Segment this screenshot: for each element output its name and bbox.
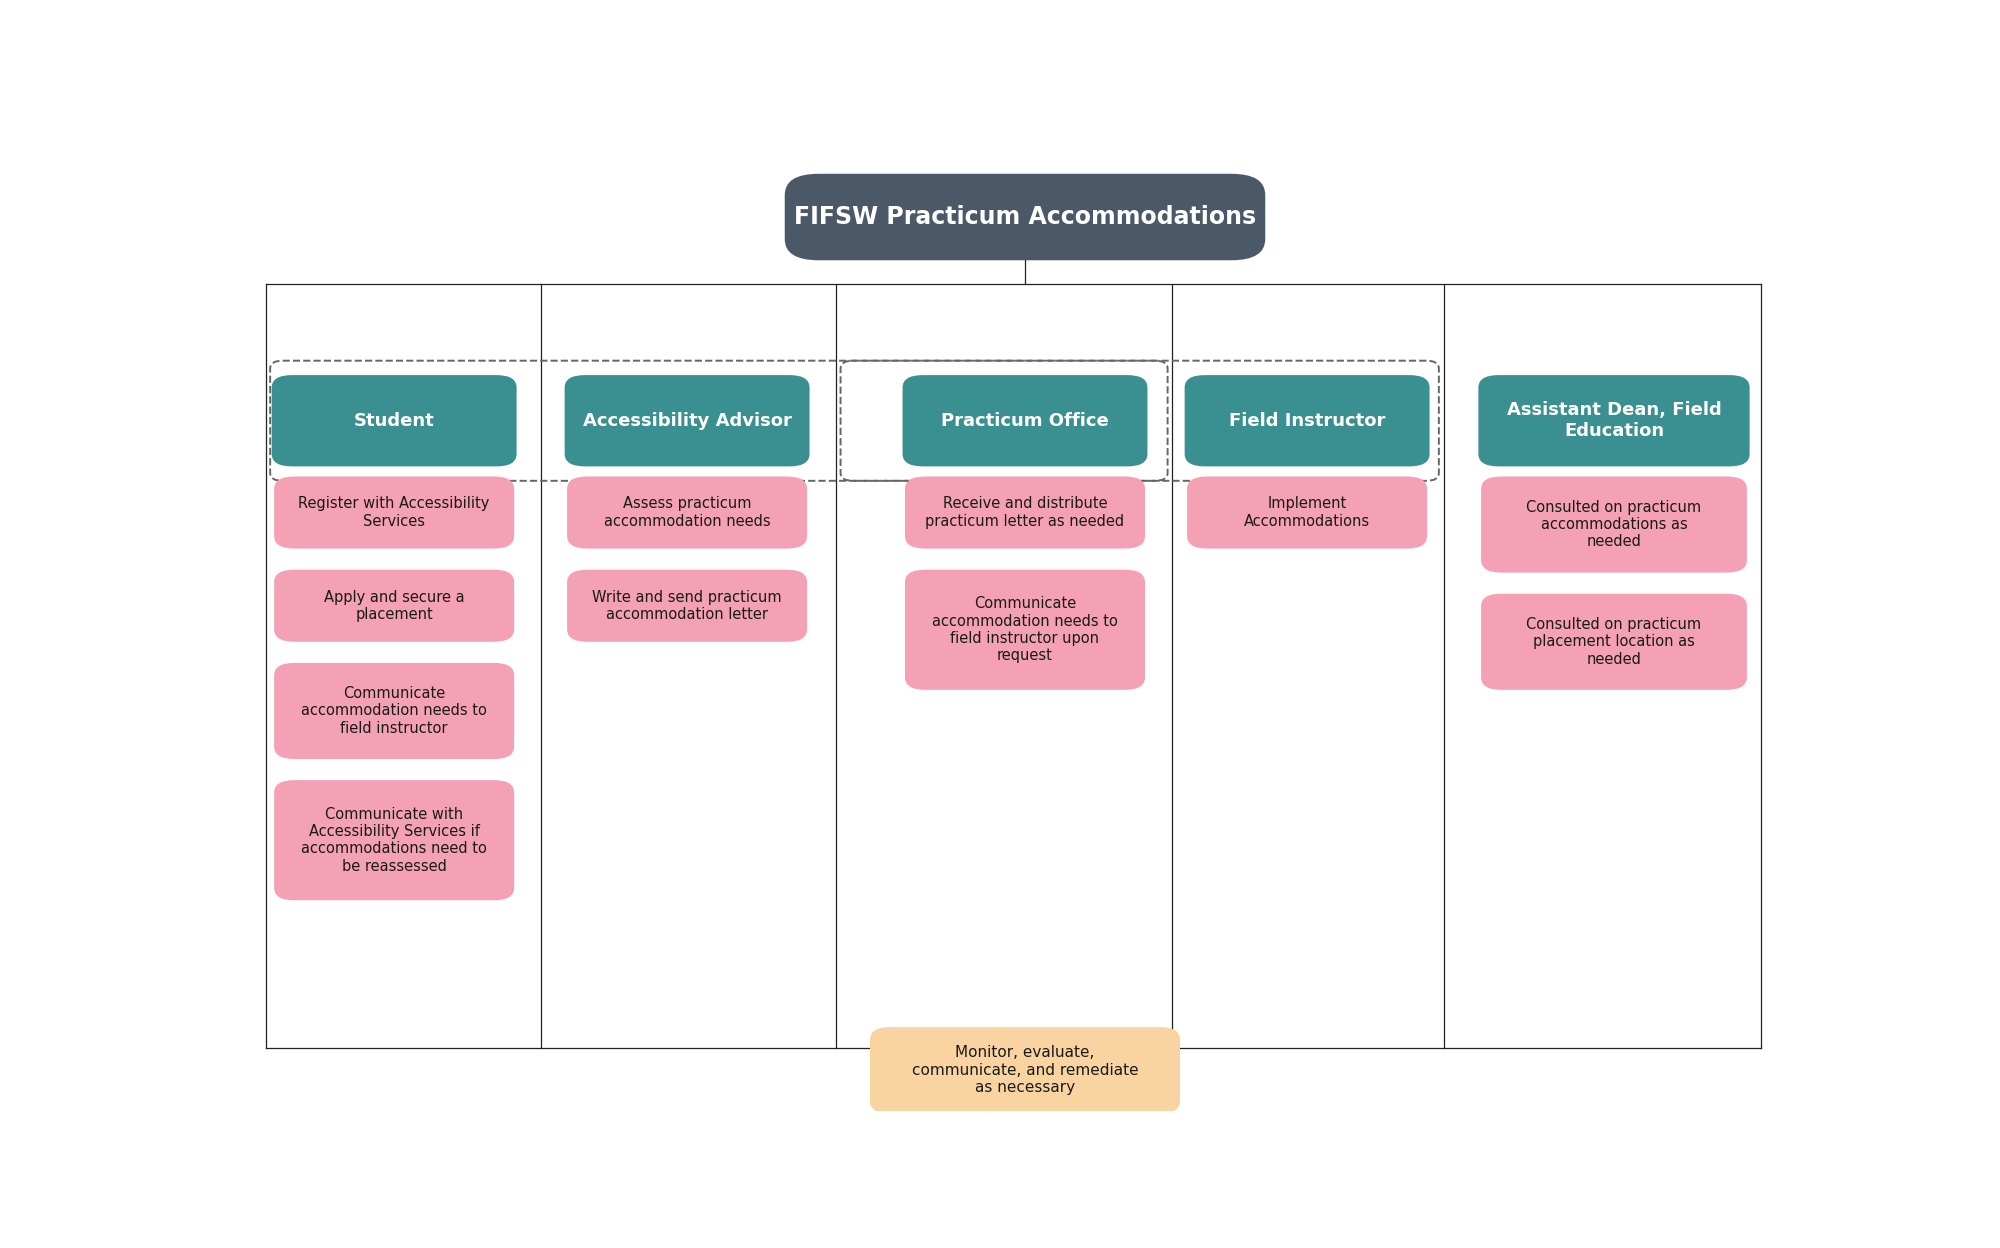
Text: Practicum Office: Practicum Office bbox=[942, 412, 1108, 429]
Text: Apply and secure a
placement: Apply and secure a placement bbox=[324, 589, 464, 622]
Text: Communicate with
Accessibility Services if
accommodations need to
be reassessed: Communicate with Accessibility Services … bbox=[302, 806, 488, 874]
FancyBboxPatch shape bbox=[274, 569, 514, 641]
FancyBboxPatch shape bbox=[904, 569, 1146, 690]
Text: Assess practicum
accommodation needs: Assess practicum accommodation needs bbox=[604, 497, 770, 529]
Text: Consulted on practicum
accommodations as
needed: Consulted on practicum accommodations as… bbox=[1526, 499, 1702, 549]
FancyBboxPatch shape bbox=[272, 376, 516, 467]
Text: Field Instructor: Field Instructor bbox=[1228, 412, 1386, 429]
FancyBboxPatch shape bbox=[1482, 477, 1746, 573]
FancyBboxPatch shape bbox=[568, 569, 808, 641]
Text: Write and send practicum
accommodation letter: Write and send practicum accommodation l… bbox=[592, 589, 782, 622]
FancyBboxPatch shape bbox=[904, 477, 1146, 549]
Text: Register with Accessibility
Services: Register with Accessibility Services bbox=[298, 497, 490, 529]
Text: Consulted on practicum
placement location as
needed: Consulted on practicum placement locatio… bbox=[1526, 617, 1702, 666]
FancyBboxPatch shape bbox=[1478, 376, 1750, 467]
Text: FIFSW Practicum Accommodations: FIFSW Practicum Accommodations bbox=[794, 205, 1256, 230]
FancyBboxPatch shape bbox=[564, 376, 810, 467]
Text: Assistant Dean, Field
Education: Assistant Dean, Field Education bbox=[1506, 402, 1722, 441]
FancyBboxPatch shape bbox=[870, 1027, 1180, 1113]
Text: Communicate
accommodation needs to
field instructor: Communicate accommodation needs to field… bbox=[302, 686, 488, 736]
Text: Receive and distribute
practicum letter as needed: Receive and distribute practicum letter … bbox=[926, 497, 1124, 529]
Text: Implement
Accommodations: Implement Accommodations bbox=[1244, 497, 1370, 529]
FancyBboxPatch shape bbox=[1482, 594, 1746, 690]
FancyBboxPatch shape bbox=[568, 477, 808, 549]
FancyBboxPatch shape bbox=[274, 663, 514, 759]
Text: Monitor, evaluate,
communicate, and remediate
as necessary: Monitor, evaluate, communicate, and reme… bbox=[912, 1046, 1138, 1096]
FancyBboxPatch shape bbox=[784, 173, 1266, 261]
FancyBboxPatch shape bbox=[1188, 477, 1428, 549]
Text: Communicate
accommodation needs to
field instructor upon
request: Communicate accommodation needs to field… bbox=[932, 597, 1118, 664]
FancyBboxPatch shape bbox=[274, 780, 514, 900]
Text: Accessibility Advisor: Accessibility Advisor bbox=[582, 412, 792, 429]
FancyBboxPatch shape bbox=[1184, 376, 1430, 467]
Text: Student: Student bbox=[354, 412, 434, 429]
FancyBboxPatch shape bbox=[902, 376, 1148, 467]
FancyBboxPatch shape bbox=[274, 477, 514, 549]
